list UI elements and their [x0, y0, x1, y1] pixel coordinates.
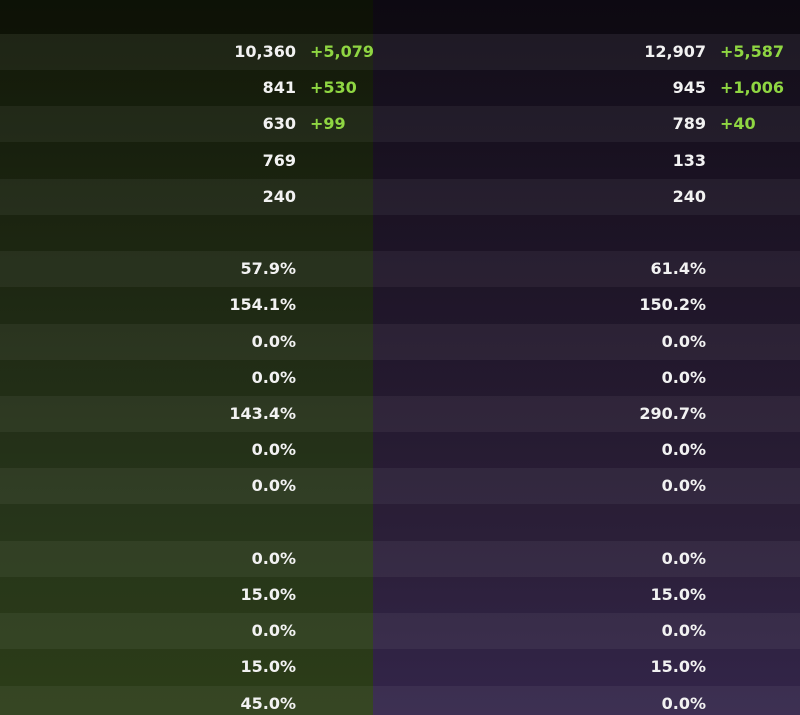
top-bar — [0, 0, 373, 34]
stat-value: 0.0% — [251, 548, 296, 568]
stat-value: 0.0% — [251, 476, 296, 496]
row-stripe — [373, 613, 800, 650]
stat-value: 0.0% — [661, 331, 706, 351]
row-stripe — [373, 251, 800, 288]
stat-bonus: +5,079 — [310, 42, 373, 61]
stat-value: 15.0% — [240, 585, 296, 604]
stat-value: 0.0% — [661, 621, 706, 641]
stat-value: 0.0% — [661, 367, 706, 387]
stat-bonus: +1,006 — [720, 78, 785, 98]
stat-value: 10,360 — [234, 42, 296, 61]
stat-value: 15.0% — [240, 657, 296, 677]
row-stripe — [373, 685, 800, 715]
stat-value: 769 — [262, 150, 296, 170]
stat-value: 150.2% — [639, 295, 706, 315]
stat-value: 12,907 — [644, 42, 706, 61]
row-stripe — [0, 178, 373, 215]
row-stripe — [0, 540, 373, 577]
stat-value: 133 — [672, 150, 706, 170]
stat-value: 0.0% — [661, 693, 706, 713]
stat-value: 0.0% — [251, 367, 296, 387]
stat-bonus: +40 — [720, 114, 756, 134]
row-stripe — [0, 106, 373, 143]
stat-value: 945 — [672, 78, 706, 98]
stat-value: 15.0% — [650, 657, 706, 677]
stat-value: 0.0% — [661, 548, 706, 568]
top-bar — [373, 0, 800, 34]
stat-value: 0.0% — [661, 440, 706, 460]
stat-value: 0.0% — [661, 476, 706, 496]
row-stripe — [373, 178, 800, 215]
stat-value: 630 — [262, 114, 296, 134]
row-stripe — [373, 106, 800, 143]
stat-value: 290.7% — [639, 404, 706, 423]
stat-bonus: +5,587 — [720, 42, 785, 61]
stat-bonus: +99 — [310, 114, 346, 134]
right-panel: 12,907 +5,587 945 +1,006 789 +40 133 240 61.4% 15… — [373, 0, 800, 715]
row-stripe — [0, 323, 373, 360]
row-stripe — [373, 323, 800, 360]
row-stripe — [0, 685, 373, 715]
row-stripe — [0, 468, 373, 505]
stat-value: 154.1% — [229, 295, 296, 315]
stat-value: 841 — [262, 78, 296, 98]
stat-value: 57.9% — [240, 259, 296, 279]
stat-value: 61.4% — [650, 259, 706, 279]
stat-value: 240 — [262, 186, 296, 206]
row-stripe — [0, 34, 373, 70]
stat-value: 0.0% — [251, 331, 296, 351]
row-stripe — [0, 251, 373, 288]
stat-value: 0.0% — [251, 621, 296, 641]
stat-value: 45.0% — [240, 693, 296, 713]
stat-value: 0.0% — [251, 440, 296, 460]
row-stripe — [373, 396, 800, 432]
stat-value: 15.0% — [650, 585, 706, 604]
row-stripe — [373, 540, 800, 577]
stat-value: 240 — [672, 186, 706, 206]
row-stripe — [0, 396, 373, 432]
row-stripe — [373, 468, 800, 505]
row-stripe — [0, 613, 373, 650]
left-panel: 10,360 +5,079 841 +530 630 +99 769 240 57.9% 154.… — [0, 0, 373, 715]
row-stripe — [373, 34, 800, 70]
stat-bonus: +530 — [310, 78, 357, 98]
stat-value: 143.4% — [229, 404, 296, 423]
stat-value: 789 — [672, 114, 706, 134]
